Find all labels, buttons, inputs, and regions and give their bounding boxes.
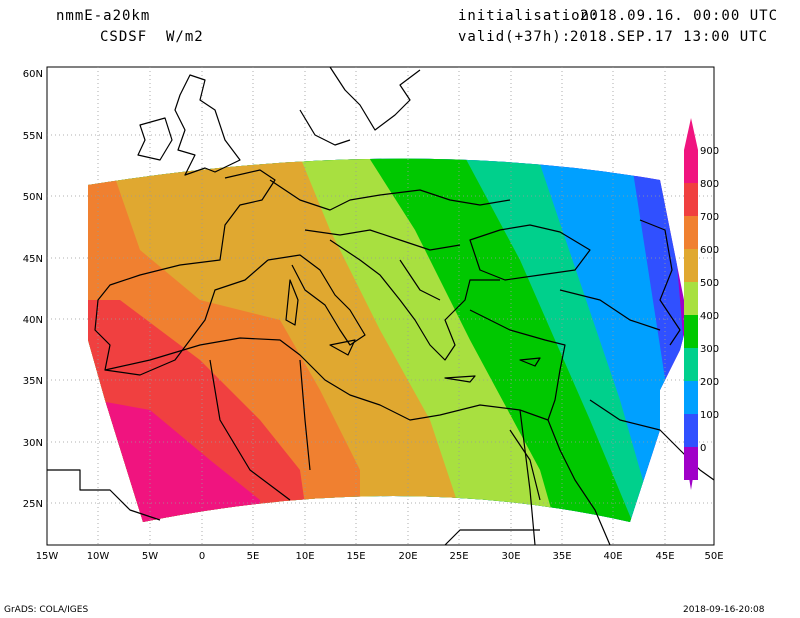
lon-tick: 10E [295, 551, 314, 562]
legend-label: 800 [700, 179, 719, 190]
legend-swatch [684, 216, 698, 249]
lon-tick: 15W [36, 551, 59, 562]
coastlines [47, 66, 715, 546]
footer-timestamp: 2018-09-16-20:08 [683, 605, 765, 615]
legend-label: 100 [700, 410, 719, 421]
legend-swatch [684, 249, 698, 282]
lat-tick: 30N [23, 438, 43, 449]
lat-tick: 35N [23, 376, 43, 387]
color-legend: 900 800 700 600 500 400 300 200 100 0 [684, 118, 719, 490]
legend-label: 400 [700, 311, 719, 322]
lat-tick: 40N [23, 315, 43, 326]
lon-tick: 5W [142, 551, 158, 562]
valid-label: valid(+37h): [458, 29, 572, 45]
legend-swatch [684, 414, 698, 447]
legend-swatch [684, 381, 698, 414]
legend-label: 200 [700, 377, 719, 388]
lon-tick: 20E [398, 551, 417, 562]
legend-swatch [684, 150, 698, 183]
lon-tick: 5E [247, 551, 260, 562]
model-title: nmmE-a20km [56, 8, 151, 24]
legend-swatch [684, 282, 698, 315]
lat-tick: 45N [23, 254, 43, 265]
legend-swatch [684, 183, 698, 216]
lat-tick: 25N [23, 499, 43, 510]
lat-tick: 50N [23, 192, 43, 203]
field-shading [88, 158, 688, 522]
lat-tick: 60N [23, 69, 43, 80]
lon-tick: 30E [501, 551, 520, 562]
footer-credit: GrADS: COLA/IGES [4, 605, 89, 615]
legend-label: 700 [700, 212, 719, 223]
legend-label: 0 [700, 443, 706, 454]
lon-tick: 25E [449, 551, 468, 562]
lon-axis: 15W 10W 5W 0 5E 10E 15E 20E 25E 30E 35E … [36, 551, 724, 562]
lat-axis: 60N 55N 50N 45N 40N 35N 30N 25N [23, 69, 43, 510]
legend-swatch [684, 348, 698, 381]
lon-tick: 0 [199, 551, 205, 562]
lon-tick: 15E [346, 551, 365, 562]
valid-value: 2018.SEP.17 13:00 UTC [570, 29, 769, 45]
legend-label: 500 [700, 278, 719, 289]
lon-tick: 40E [603, 551, 622, 562]
lon-tick: 45E [655, 551, 674, 562]
init-label: initialisation: [458, 8, 600, 24]
lon-tick: 10W [87, 551, 110, 562]
legend-label: 600 [700, 245, 719, 256]
legend-swatch [684, 315, 698, 348]
legend-arrow-top [684, 118, 698, 150]
legend-label: 900 [700, 146, 719, 157]
field-title: CSDSF W/m2 [100, 29, 204, 45]
lon-tick: 35E [552, 551, 571, 562]
legend-arrow-bottom [684, 447, 698, 490]
lat-tick: 55N [23, 131, 43, 142]
legend-label: 300 [700, 344, 719, 355]
lon-tick: 50E [704, 551, 723, 562]
init-value: 2018.09.16. 00:00 UTC [580, 8, 779, 24]
